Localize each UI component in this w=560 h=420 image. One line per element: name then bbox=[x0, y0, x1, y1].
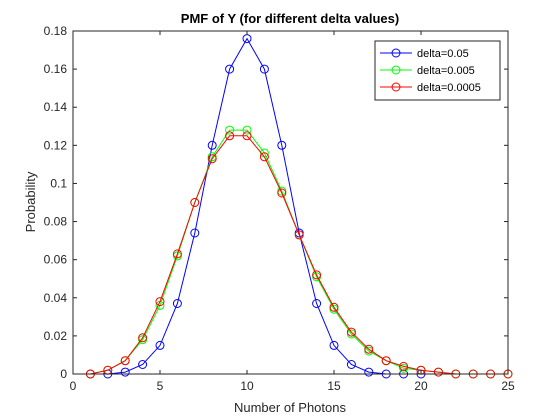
data-point bbox=[225, 131, 235, 141]
data-point bbox=[399, 361, 409, 371]
data-point bbox=[190, 198, 200, 207]
legend-label: delta=0.005 bbox=[417, 65, 475, 77]
legend-label: delta=0.05 bbox=[417, 48, 469, 60]
data-point bbox=[433, 367, 443, 377]
y-tick-label: 0.18 bbox=[44, 24, 68, 38]
y-tick-label: 0.08 bbox=[44, 215, 68, 229]
legend-label: delta=0.0005 bbox=[417, 82, 481, 94]
data-point bbox=[364, 344, 374, 354]
y-tick-label: 0.06 bbox=[44, 253, 68, 267]
data-point bbox=[329, 340, 339, 350]
series-line bbox=[90, 135, 508, 375]
data-point bbox=[312, 270, 322, 280]
data-point bbox=[207, 154, 217, 164]
data-point bbox=[329, 302, 339, 312]
data-point bbox=[120, 356, 130, 366]
legend: delta=0.05 delta=0.005 delta=0.0005 bbox=[374, 40, 501, 101]
data-point bbox=[312, 299, 322, 308]
data-point bbox=[172, 249, 182, 259]
data-point bbox=[172, 299, 182, 308]
y-tick-label: 0.04 bbox=[44, 291, 68, 305]
y-tick-label: 0.16 bbox=[44, 62, 68, 76]
y-tick-label: 0.1 bbox=[50, 176, 67, 190]
x-tick-label: 0 bbox=[70, 379, 77, 393]
y-axis-label: Probability bbox=[23, 171, 38, 232]
data-point bbox=[259, 152, 269, 162]
x-tick-label: 5 bbox=[157, 379, 164, 393]
data-point bbox=[138, 360, 148, 369]
y-tick-label: 0 bbox=[60, 367, 67, 381]
data-point bbox=[242, 125, 252, 135]
data-point bbox=[346, 360, 356, 369]
data-point bbox=[277, 140, 287, 150]
data-point bbox=[242, 131, 252, 141]
data-point bbox=[294, 230, 304, 240]
chart-title: PMF of Y (for different delta values) bbox=[181, 11, 399, 26]
data-point bbox=[259, 64, 269, 74]
data-point bbox=[277, 188, 287, 198]
y-tick-label: 0.02 bbox=[44, 329, 68, 343]
data-point bbox=[364, 367, 374, 377]
legend-marker bbox=[391, 48, 401, 58]
data-point bbox=[120, 367, 130, 377]
data-point bbox=[225, 64, 235, 74]
x-tick-label: 15 bbox=[327, 379, 341, 393]
data-point bbox=[207, 140, 217, 150]
data-point bbox=[346, 327, 356, 337]
axes-box bbox=[72, 30, 509, 375]
x-axis-label: Number of Photons bbox=[234, 400, 347, 415]
axes-layer: 0 5 10 15 20 25 0 0.02 0.04 0.06 0.08 0.1 0.12 0.14 0.… bbox=[44, 24, 515, 393]
x-tick-label: 20 bbox=[414, 379, 428, 393]
data-point bbox=[225, 125, 235, 135]
y-tick-label: 0.14 bbox=[44, 100, 68, 114]
x-tick-label: 10 bbox=[240, 379, 254, 393]
data-point bbox=[190, 228, 200, 238]
legend-marker bbox=[391, 82, 401, 92]
data-point bbox=[381, 356, 391, 366]
data-point bbox=[155, 297, 165, 307]
data-point bbox=[155, 340, 165, 350]
y-tick-label: 0.12 bbox=[44, 138, 68, 152]
data-point bbox=[138, 333, 148, 343]
legend-marker bbox=[391, 65, 401, 75]
series-2 bbox=[85, 131, 513, 379]
x-tick-label: 25 bbox=[501, 379, 515, 393]
